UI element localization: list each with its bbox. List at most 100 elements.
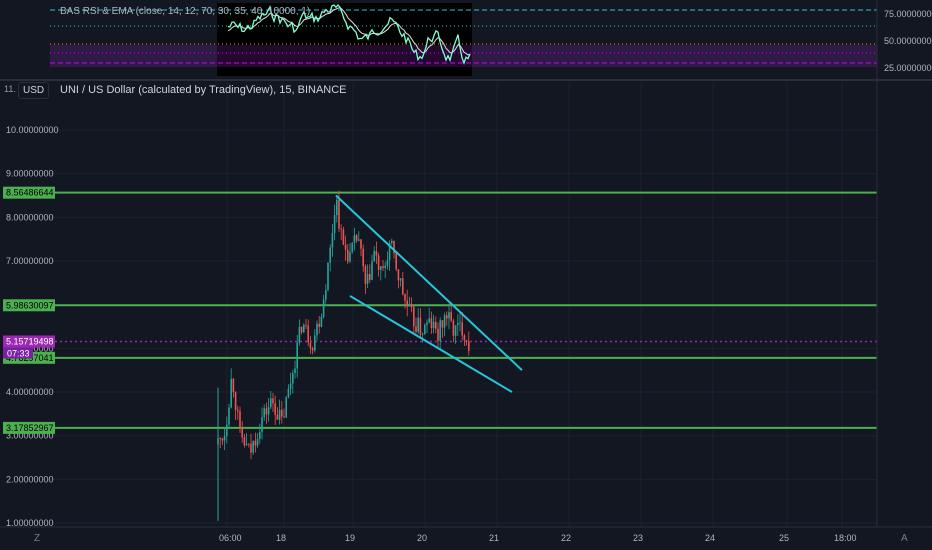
candle-body	[377, 255, 380, 270]
candle-body	[294, 368, 296, 373]
indicator-legend[interactable]: BAS RSI & EMA (close, 14, 12, 70, 30, 35…	[60, 6, 311, 17]
rsi-axis-label: 25.00000000	[884, 63, 932, 73]
candle-body	[386, 260, 389, 266]
candle-body	[397, 269, 400, 281]
candle-body	[353, 235, 356, 243]
candle-body	[406, 300, 408, 307]
candle-body	[289, 383, 292, 389]
candle-body	[333, 215, 336, 233]
candle-body	[307, 325, 309, 343]
candle-body	[309, 342, 312, 349]
candle-body	[454, 325, 457, 336]
candle-body	[292, 372, 294, 384]
candle-body	[272, 398, 274, 404]
candle-body	[375, 251, 378, 256]
candle-body	[373, 251, 375, 262]
price-axis-label: 9.00000000	[6, 169, 54, 179]
time-axis-label: 21	[489, 533, 499, 543]
timezone-icon[interactable]: Z	[34, 533, 41, 544]
candle-body	[267, 407, 270, 415]
candle-body	[338, 199, 340, 229]
candle-body	[399, 278, 402, 281]
candle-body	[430, 318, 433, 328]
auto-scale-icon[interactable]: A	[901, 533, 908, 544]
candle-body	[270, 398, 272, 408]
candle-body	[419, 317, 422, 335]
candle-body	[435, 321, 437, 329]
candle-body	[369, 273, 371, 280]
candle-body	[340, 228, 342, 230]
current-price-tag	[3, 335, 55, 348]
candle-body	[223, 435, 226, 441]
candle-body	[265, 408, 268, 415]
candle-body	[278, 409, 281, 420]
candle-body	[232, 378, 235, 393]
candle-body	[276, 414, 279, 420]
candle-body	[245, 443, 248, 446]
candle-body	[371, 261, 373, 280]
candle-body	[421, 333, 424, 335]
time-axis-label: 06:00	[219, 533, 242, 543]
candle-body	[320, 316, 323, 327]
time-axis-label: 20	[417, 533, 427, 543]
candle-body	[461, 322, 463, 336]
candle-body	[243, 437, 246, 446]
current-price-label: 5.15719498	[6, 336, 54, 346]
candle-body	[311, 348, 314, 351]
candle-body	[219, 438, 221, 440]
candle-body	[384, 265, 386, 269]
time-axis-label: 19	[345, 533, 355, 543]
candle-body	[329, 247, 331, 263]
trendline-upper[interactable]	[335, 194, 523, 371]
candle-body	[274, 403, 276, 415]
candle-body	[252, 440, 254, 453]
candle-body	[448, 312, 450, 319]
candle-body	[424, 324, 426, 334]
candle-body	[402, 278, 404, 295]
time-axis-label: 18:00	[834, 533, 857, 543]
candle-body	[360, 239, 362, 249]
candle-body	[428, 318, 430, 323]
pane-divider[interactable]	[0, 79, 932, 81]
candle-body	[327, 262, 329, 291]
candle-body	[256, 438, 259, 446]
symbol-legend[interactable]: UNI / US Dollar (calculated by TradingVi…	[60, 84, 347, 96]
candle-body	[314, 335, 316, 351]
candle-body	[355, 235, 358, 241]
candle-body	[296, 342, 298, 369]
candle-body	[417, 317, 419, 332]
candle-body	[395, 253, 397, 270]
candle-body	[364, 266, 367, 284]
price-axis-label: 3.00000000	[6, 431, 54, 441]
currency-button[interactable]: USD	[18, 82, 50, 99]
candle-body	[226, 424, 228, 436]
price-level-label: 3.17852967	[6, 423, 54, 433]
time-axis-label: 22	[561, 533, 571, 543]
time-axis-label: 18	[276, 533, 286, 543]
candle-body	[463, 335, 466, 341]
rsi-axis-label: 75.00000000	[884, 9, 932, 19]
candle-body	[241, 427, 243, 438]
time-axis-label: 24	[705, 533, 715, 543]
candle-body	[237, 409, 239, 412]
candle-body	[325, 290, 327, 300]
price-axis-label: 7.00000000	[6, 256, 54, 266]
candle-body	[450, 312, 452, 321]
price-level-tag[interactable]	[3, 421, 55, 434]
rsi-ema-line	[227, 7, 471, 56]
candle-body	[347, 249, 349, 262]
candle-body	[441, 320, 444, 328]
price-axis-label: 8.00000000	[6, 212, 54, 222]
candle-body	[443, 315, 446, 328]
trendline-lower[interactable]	[349, 295, 513, 393]
price-level-tag[interactable]	[3, 299, 55, 312]
price-level-tag[interactable]	[3, 186, 55, 199]
candle-body	[437, 328, 439, 341]
candle-body	[432, 321, 435, 328]
candle-body	[439, 320, 441, 341]
candle-body	[413, 307, 415, 327]
candle-body	[281, 409, 283, 417]
candle-body	[426, 322, 428, 325]
